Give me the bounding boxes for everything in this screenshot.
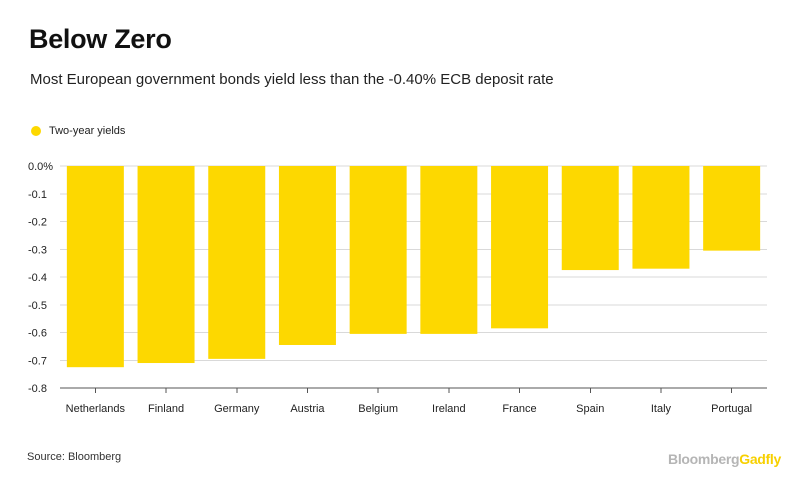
y-tick-label: -0.7 — [28, 355, 47, 367]
y-tick-label: -0.6 — [28, 328, 47, 340]
legend: Two-year yields — [31, 125, 125, 137]
legend-swatch — [31, 126, 41, 136]
x-tick-label: Italy — [651, 403, 672, 415]
y-tick-label: -0.8 — [28, 383, 47, 395]
chart-title: Below Zero — [29, 24, 172, 54]
y-tick-label: -0.5 — [28, 300, 47, 312]
x-tick-label: France — [502, 403, 536, 415]
x-tick-label: Netherlands — [66, 403, 126, 415]
brand-logo: BloombergGadfly — [668, 451, 781, 467]
x-tick-label: Finland — [148, 403, 184, 415]
brand-name-part2: Gadfly — [739, 451, 781, 467]
y-tick-label: -0.3 — [28, 244, 47, 256]
x-tick-label: Spain — [576, 403, 604, 415]
bar — [137, 166, 195, 364]
y-tick-label: 0.0% — [28, 161, 53, 173]
x-tick-label: Austria — [290, 403, 325, 415]
y-tick-label: -0.2 — [28, 217, 47, 229]
y-tick-label: -0.1 — [28, 189, 47, 201]
x-tick-label: Ireland — [432, 403, 466, 415]
bar — [491, 166, 549, 329]
brand-name-part1: Bloomberg — [668, 451, 740, 467]
x-tick-label: Portugal — [711, 403, 752, 415]
bar — [632, 166, 690, 269]
bar — [420, 166, 478, 334]
bar — [66, 166, 124, 368]
x-tick-label: Germany — [214, 403, 260, 415]
bar — [278, 166, 336, 345]
bar — [703, 166, 761, 251]
legend-label: Two-year yields — [49, 125, 126, 137]
chart-subtitle: Most European government bonds yield les… — [30, 71, 554, 88]
y-tick-label: -0.4 — [28, 272, 47, 284]
bar — [349, 166, 407, 334]
bar — [561, 166, 619, 271]
bar — [208, 166, 266, 359]
source-note: Source: Bloomberg — [27, 451, 122, 463]
x-tick-label: Belgium — [358, 403, 398, 415]
